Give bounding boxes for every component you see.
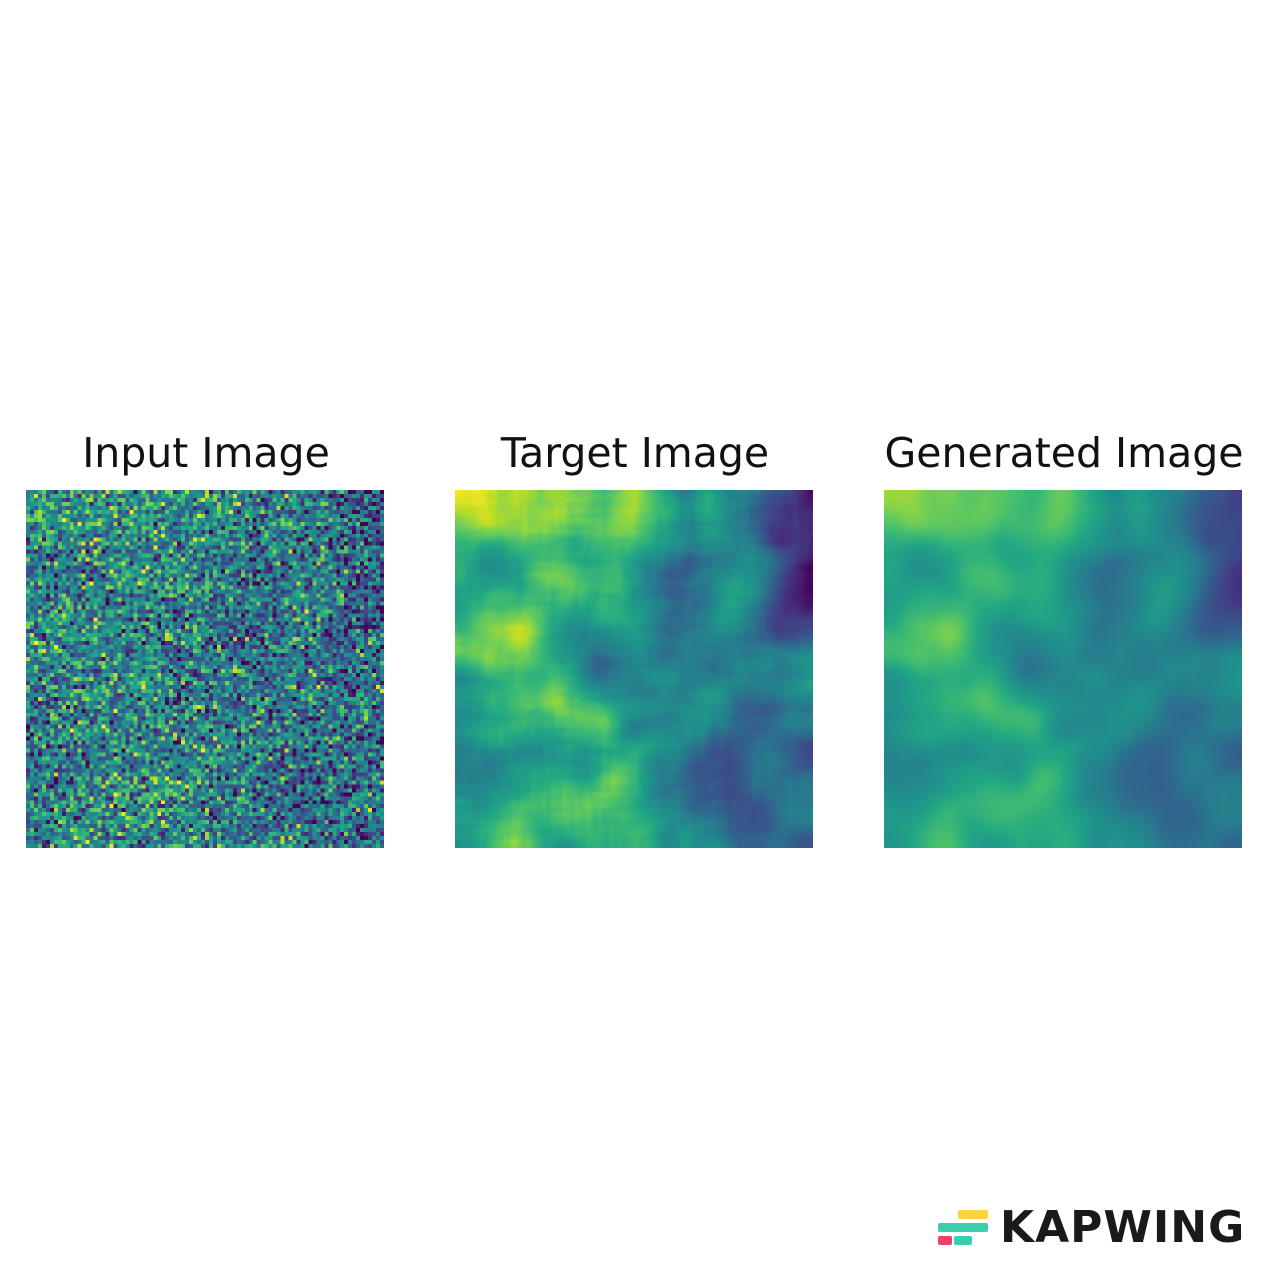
generated-image-heatmap (884, 490, 1242, 848)
input-image-heatmap (26, 490, 384, 848)
kapwing-logo-icon (938, 1210, 988, 1245)
input-image-title: Input Image (82, 429, 330, 477)
target-image-title: Target Image (500, 429, 770, 477)
kapwing-watermark: KAPWING (936, 1206, 1245, 1250)
kapwing-wordmark: KAPWING (1000, 1202, 1246, 1253)
generated-image-title: Generated Image (884, 429, 1244, 477)
target-image-heatmap (455, 490, 813, 848)
